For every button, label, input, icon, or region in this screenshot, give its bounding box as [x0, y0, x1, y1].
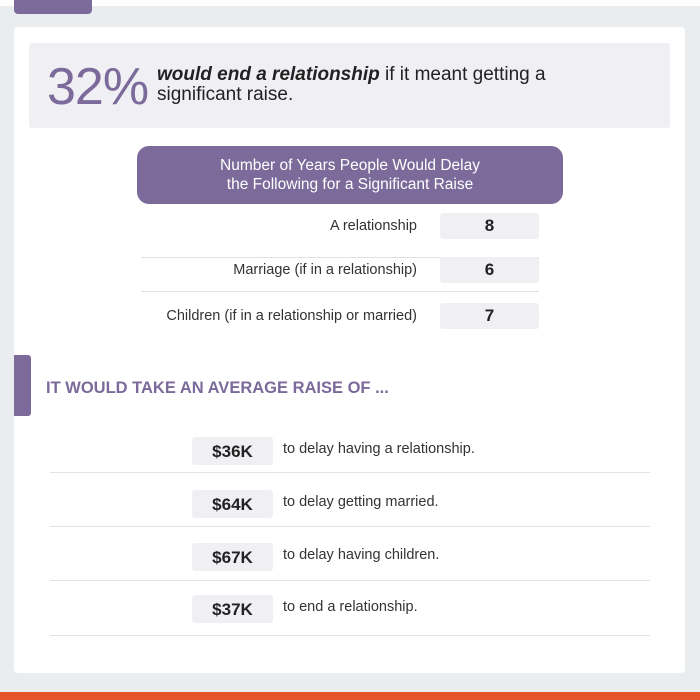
raise-amount: $36K — [192, 437, 273, 465]
stat-rest-text: if it meant getting a significant raise. — [157, 64, 546, 105]
raise-description: to delay getting married. — [283, 494, 439, 510]
top-accent-tab — [14, 0, 92, 14]
row-value: 6 — [440, 257, 539, 283]
section-heading: IT WOULD TAKE AN AVERAGE RAISE OF ... — [46, 379, 389, 397]
raise-amount: $64K — [192, 490, 273, 518]
stat-bold-text: would end a relationship — [157, 64, 380, 85]
list-item: $67K to delay having children. — [50, 543, 650, 581]
list-item: $37K to end a relationship. — [50, 595, 650, 636]
raise-amount: $67K — [192, 543, 273, 571]
row-label: Children (if in a relationship or marrie… — [166, 308, 417, 324]
raise-description: to delay having children. — [283, 547, 440, 563]
stat-callout: 32% would end a relationship if it meant… — [29, 43, 670, 128]
top-strip — [0, 0, 700, 6]
section-accent-tab — [14, 355, 31, 416]
list-item: $64K to delay getting married. — [50, 490, 650, 527]
table-row: Marriage (if in a relationship) 6 — [141, 257, 539, 292]
table-row: A relationship 8 — [141, 213, 539, 258]
list-item: $36K to delay having a relationship. — [50, 437, 650, 473]
content-card — [14, 27, 685, 673]
row-value: 7 — [440, 303, 539, 329]
stat-text: would end a relationship if it meant get… — [157, 65, 617, 105]
row-label: A relationship — [329, 218, 417, 234]
stat-percent: 32% — [47, 58, 149, 116]
years-table-title: Number of Years People Would Delay the F… — [137, 146, 563, 204]
raise-description: to end a relationship. — [283, 599, 418, 615]
raise-description: to delay having a relationship. — [283, 441, 475, 457]
raise-amount: $37K — [192, 595, 273, 623]
title-line-2: the Following for a Significant Raise — [226, 176, 474, 193]
row-value: 8 — [440, 213, 539, 239]
footer-bar — [0, 692, 700, 700]
table-row: Children (if in a relationship or marrie… — [141, 303, 539, 348]
row-label: Marriage (if in a relationship) — [233, 262, 417, 278]
title-line-1: Number of Years People Would Delay — [220, 157, 480, 174]
